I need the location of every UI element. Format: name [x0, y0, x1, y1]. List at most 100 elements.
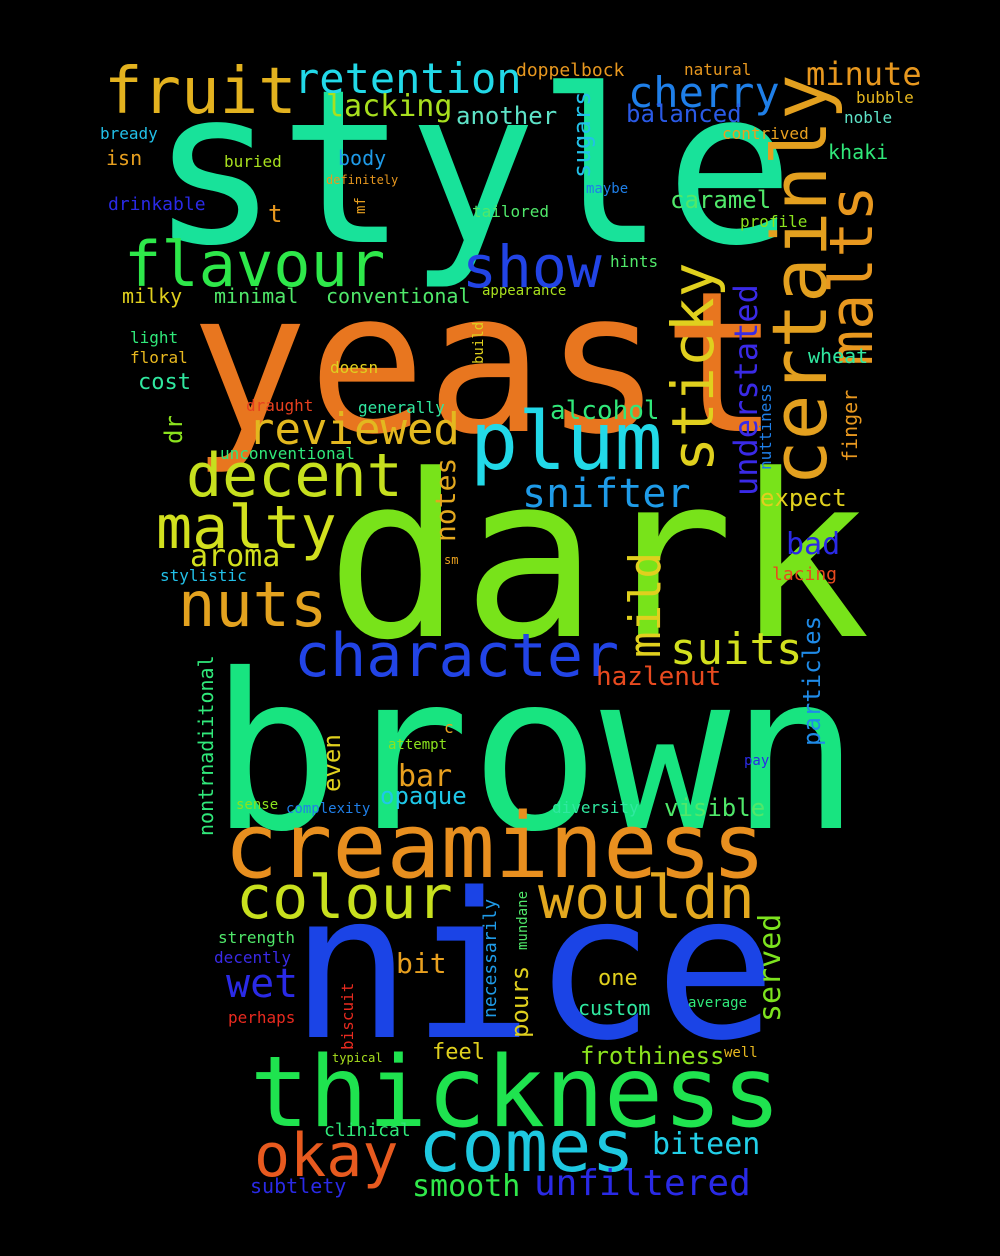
word: frothiness	[580, 1042, 725, 1070]
word: wouldn	[538, 863, 755, 933]
word: strength	[218, 928, 296, 947]
word: plum	[470, 395, 663, 488]
word: decent	[186, 441, 403, 511]
word: suits	[670, 624, 803, 675]
word: character	[294, 621, 620, 691]
word: alcohol	[550, 396, 660, 426]
word: stylistic	[160, 566, 247, 585]
word: wet	[226, 961, 299, 1007]
word: pours	[506, 965, 534, 1038]
word: bad	[786, 527, 841, 562]
word: mf	[353, 197, 369, 214]
word: doppelbock	[516, 60, 625, 81]
word: contrived	[722, 124, 809, 143]
word: okay	[254, 1121, 399, 1191]
word: isn	[106, 146, 143, 170]
word: feel	[432, 1040, 485, 1065]
word: retention	[294, 54, 522, 103]
word: typical	[332, 1051, 383, 1065]
word: comes	[418, 1104, 635, 1188]
word: minute	[806, 55, 922, 93]
word: maybe	[586, 181, 629, 197]
word: sm	[444, 553, 459, 567]
word: build	[471, 321, 487, 364]
word: generally	[358, 398, 445, 417]
word: minimal	[214, 284, 299, 308]
word: draught	[246, 396, 314, 415]
word: bit	[396, 947, 447, 980]
word: visible	[664, 794, 766, 822]
word: biteen	[652, 1127, 761, 1162]
word: diversity	[552, 798, 639, 817]
word: creaminess	[224, 794, 766, 899]
word: balanced	[626, 100, 742, 128]
word: biscuit	[338, 982, 357, 1050]
word: khaki	[828, 140, 889, 164]
word: malts	[817, 185, 887, 366]
word: dark	[326, 427, 871, 690]
word: malty	[156, 493, 337, 563]
word: lacking	[326, 89, 453, 124]
word: tailored	[472, 202, 550, 221]
word: one	[598, 966, 638, 991]
word: well	[724, 1045, 758, 1061]
word: unconventional	[220, 444, 355, 463]
word: unfiltered	[534, 1163, 751, 1204]
word: noble	[844, 108, 893, 127]
word: milky	[122, 284, 183, 308]
word: dr	[160, 415, 188, 444]
word: hazlenut	[596, 662, 722, 692]
word: finger	[838, 389, 862, 462]
word: bar	[398, 759, 453, 794]
word: wheat	[808, 344, 869, 368]
word: yeast	[190, 250, 781, 478]
word: fruit	[104, 55, 297, 129]
word: reviewed	[248, 404, 460, 455]
word: doesn	[330, 358, 379, 377]
word: buried	[224, 152, 282, 171]
word: clinical	[324, 1120, 411, 1141]
word: sticky	[659, 262, 727, 472]
word: drinkable	[108, 194, 206, 215]
word: necessarily	[480, 898, 501, 1018]
word: nuts	[178, 568, 328, 641]
word: complexity	[286, 801, 371, 817]
word: hints	[610, 252, 659, 271]
word: expect	[760, 484, 847, 512]
word: bready	[100, 124, 158, 143]
word: conventional	[326, 284, 471, 308]
word: aroma	[190, 539, 281, 574]
word: subtlety	[250, 1174, 347, 1198]
word: nontrnadiitonal	[194, 655, 218, 836]
word: even	[318, 734, 346, 792]
word: nice	[290, 849, 777, 1085]
word: floral	[130, 348, 188, 367]
word: notes	[429, 457, 462, 542]
word: snifter	[522, 471, 691, 517]
word: custom	[578, 996, 651, 1020]
word: appearance	[482, 283, 567, 299]
word: brown	[210, 628, 861, 879]
word: opaque	[380, 782, 467, 810]
word: particles	[798, 615, 826, 746]
word: natural	[684, 60, 752, 79]
word: style	[150, 44, 795, 293]
word: mild	[620, 552, 671, 658]
word: average	[688, 995, 748, 1011]
word: body	[338, 146, 387, 170]
word: attempt	[388, 737, 448, 753]
word: sense	[236, 797, 279, 813]
word: nuttiness	[756, 383, 775, 470]
word: thickness	[250, 1036, 782, 1150]
word: c	[444, 718, 454, 737]
word: smooth	[412, 1169, 521, 1204]
word: lacing	[772, 564, 838, 585]
word: bubble	[856, 88, 914, 107]
word: pay	[744, 753, 770, 769]
word: served	[753, 913, 788, 1022]
word: definitely	[326, 173, 399, 187]
word: perhaps	[228, 1008, 296, 1027]
word: another	[456, 102, 558, 130]
word: profile	[740, 212, 808, 231]
